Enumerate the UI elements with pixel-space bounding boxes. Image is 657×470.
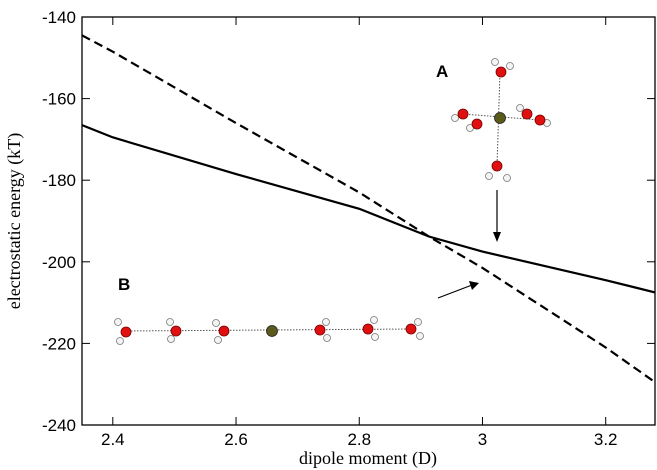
bond — [124, 328, 411, 332]
atom — [314, 324, 326, 336]
atom — [371, 333, 379, 341]
arrow-head — [469, 281, 479, 290]
atom — [516, 104, 524, 112]
atom — [218, 325, 230, 337]
atom — [167, 335, 175, 343]
atom — [166, 318, 174, 326]
atom — [494, 112, 506, 124]
y-tick-label: -160 — [42, 90, 76, 109]
atom — [521, 108, 533, 120]
x-tick-label: 3.2 — [594, 430, 618, 449]
data-line — [81, 124, 656, 294]
atom — [457, 108, 469, 120]
plot-frame — [81, 16, 656, 426]
atom — [414, 318, 422, 326]
molecule-b — [114, 316, 424, 345]
atom — [323, 334, 331, 342]
atom — [405, 323, 417, 335]
molecule-insets — [114, 58, 551, 345]
atom — [266, 325, 278, 337]
y-tick-label: -240 — [42, 416, 76, 435]
atom — [114, 318, 122, 326]
y-tick-label: -180 — [42, 171, 76, 190]
atom — [362, 323, 374, 335]
atom — [120, 326, 132, 338]
x-tick-label: 2.6 — [224, 430, 248, 449]
bond — [496, 71, 501, 167]
atom — [416, 332, 424, 340]
annotation: A — [436, 62, 448, 81]
x-tick-label: 2.8 — [347, 430, 371, 449]
atom — [506, 62, 514, 70]
atom — [491, 58, 499, 66]
atom — [451, 114, 459, 122]
atom — [370, 316, 378, 324]
arrow-head — [493, 232, 501, 242]
atom — [534, 114, 546, 126]
x-tick-label: 2.4 — [101, 430, 125, 449]
atom — [485, 172, 493, 180]
atom — [471, 118, 483, 130]
y-tick-label: -200 — [42, 253, 76, 272]
atom — [214, 336, 222, 344]
atom — [116, 337, 124, 345]
atom — [170, 325, 182, 337]
atom — [212, 319, 220, 327]
atom — [503, 174, 511, 182]
y-axis-label: electrostatic energy (kT) — [4, 133, 25, 310]
atom — [491, 160, 503, 172]
annotation: B — [118, 275, 130, 294]
atom — [322, 318, 330, 326]
x-axis-label: dipole moment (D) — [299, 448, 437, 469]
arrow — [437, 284, 473, 299]
atom — [495, 66, 507, 78]
data-line — [81, 34, 656, 384]
y-tick-label: -220 — [42, 334, 76, 353]
x-tick-label: 3 — [478, 430, 487, 449]
molecule-a — [451, 58, 551, 182]
y-tick-label: -140 — [42, 8, 76, 27]
